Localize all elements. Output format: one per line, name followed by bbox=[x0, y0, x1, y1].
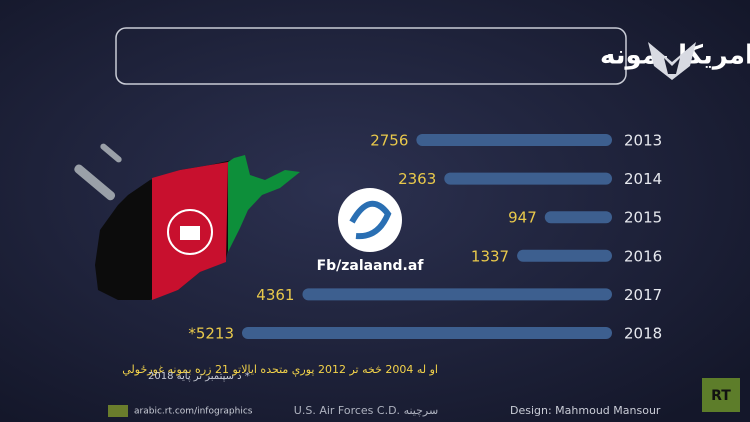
bar bbox=[544, 211, 612, 224]
category-label: 2016 bbox=[624, 247, 662, 265]
value-label: 2756 bbox=[370, 132, 408, 150]
footnote: * د سپتمبر تر پایه 2018 bbox=[148, 371, 250, 382]
rt-logo: RT bbox=[711, 388, 731, 404]
value-label: 947 bbox=[508, 209, 537, 227]
watermark-logo-mark bbox=[349, 200, 392, 240]
category-label: 2013 bbox=[624, 132, 662, 150]
category-label: 2018 bbox=[624, 325, 662, 343]
category-label: 2015 bbox=[624, 209, 662, 227]
bar bbox=[444, 172, 612, 185]
bar bbox=[517, 249, 612, 262]
value-label: 2363 bbox=[398, 170, 436, 188]
category-label: 2014 bbox=[624, 170, 662, 188]
bar-group: 2756 2013 2363 2014 947 2015 1337 2016 4361 2017 *… bbox=[188, 132, 662, 343]
map bbox=[95, 155, 300, 300]
emblem bbox=[648, 42, 696, 80]
bar bbox=[242, 327, 612, 339]
bar bbox=[302, 288, 612, 301]
credit: Design: Mahmoud Mansour bbox=[510, 404, 661, 417]
bar bbox=[416, 134, 612, 146]
source: U.S. Air Forces C.D. سرچينه bbox=[294, 404, 438, 417]
value-label: 1337 bbox=[471, 247, 509, 265]
title-box bbox=[115, 27, 627, 85]
value-label: *5213 bbox=[188, 325, 234, 343]
rt-small-logo bbox=[108, 405, 128, 417]
category-label: 2017 bbox=[624, 286, 662, 304]
note: او له 2004 څخه تر 2012 پورې متحده ایالات… bbox=[122, 363, 438, 377]
website: arabic.rt.com/infographics bbox=[134, 407, 253, 417]
watermark-logo bbox=[338, 188, 402, 252]
watermark: Fb/zalaand.af bbox=[317, 258, 425, 274]
missiles bbox=[74, 143, 122, 201]
value-label: 4361 bbox=[256, 286, 294, 304]
rt-logo-box bbox=[702, 378, 740, 412]
